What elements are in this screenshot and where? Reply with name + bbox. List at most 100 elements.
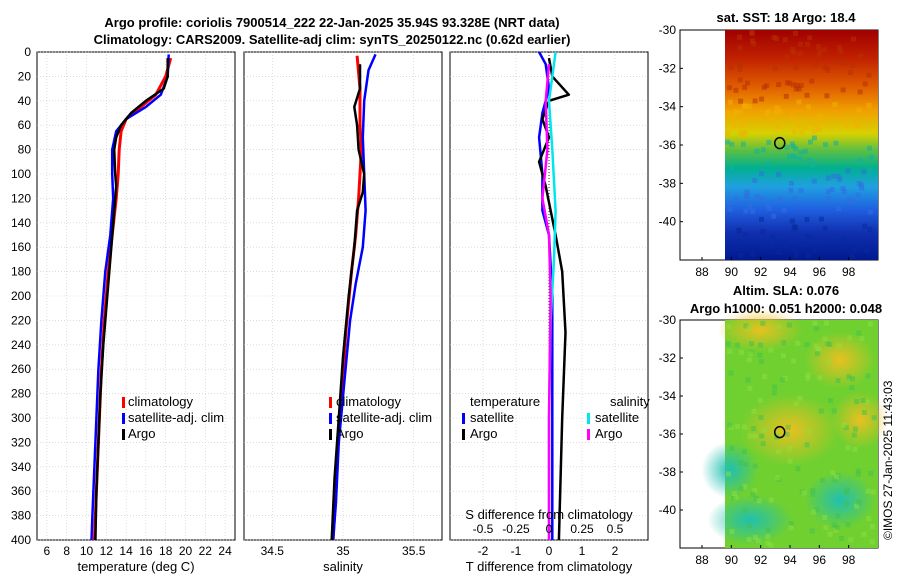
texture-pixel [857,157,863,163]
texture-pixel [750,209,756,215]
texture-pixel [776,82,782,88]
texture-pixel [768,542,774,548]
lon-tick-label: 96 [813,265,827,279]
texture-pixel [775,123,781,129]
lon-tick-label: 90 [725,265,739,279]
lon-tick-label: 94 [783,265,797,279]
texture-pixel [729,445,735,451]
sla-blob [740,394,840,466]
texture-pixel [772,384,778,390]
texture-pixel [806,104,811,110]
texture-pixel [752,488,758,494]
texture-pixel [729,165,735,171]
texture-pixel [865,488,871,494]
texture-pixel [752,178,758,183]
texture-pixel [847,335,853,341]
texture-pixel [761,427,767,433]
texture-pixel [816,127,822,133]
lon-tick-label: 94 [783,553,797,567]
texture-pixel [818,408,824,414]
texture-pixel [827,341,833,347]
texture-pixel [844,500,850,506]
texture-pixel [835,174,841,180]
lat-tick-label: -32 [659,61,677,75]
depth-tick-label: 80 [18,143,32,157]
texture-pixel [759,196,765,202]
series-line-argo [330,64,366,540]
texture-pixel [813,326,819,332]
depth-tick-label: 220 [11,313,31,327]
texture-pixel [756,498,762,504]
texture-pixel [829,187,835,192]
texture-pixel [798,149,804,155]
texture-pixel [833,140,839,146]
legend-label-t-satellite: satellite [470,410,514,425]
texture-pixel [759,433,765,439]
texture-pixel [803,124,809,130]
s-difference-xlabel: S difference from climatology [465,507,633,522]
lon-tick-label: 88 [695,553,709,567]
texture-pixel [861,531,867,537]
texture-pixel [744,192,750,198]
texture-pixel [862,223,868,229]
texture-pixel [741,103,747,109]
texture-pixel [821,118,827,124]
temperature-legend: climatology satellite-adj. clim Argo [122,394,224,441]
texture-pixel [768,347,774,353]
difference-panel: -2 -1 0 1 2 -0.5 -0.25 0 0.25 0.5 S difference f… [449,51,650,574]
salinity-xlabel: salinity [323,559,363,574]
legend-swatch-satellite [122,413,125,424]
texture-pixel [815,116,821,122]
legend-label-climatology: climatology [336,394,402,409]
texture-pixel [784,144,790,150]
texture-pixel [811,509,817,515]
texture-pixel [745,377,751,383]
x-tick-label: 14 [119,544,133,558]
texture-pixel [803,242,809,248]
texture-pixel [817,375,823,381]
depth-tick-label: 300 [11,411,31,425]
texture-pixel [775,449,781,455]
texture-pixel [856,330,862,336]
texture-pixel [764,245,770,251]
texture-pixel [760,228,766,234]
lat-tick-label: -34 [659,100,677,114]
texture-pixel [771,390,777,396]
lon-tick-label: 92 [754,553,768,567]
lon-tick-label: 96 [813,553,827,567]
lat-tick-label: -30 [659,23,677,37]
texture-pixel [773,36,779,42]
texture-pixel [787,458,793,464]
texture-pixel [860,398,866,403]
texture-pixel [841,189,847,195]
texture-pixel [862,81,868,87]
texture-pixel [804,233,810,239]
legend-label-climatology: climatology [128,394,194,409]
texture-pixel [795,123,801,129]
texture-pixel [854,503,860,509]
s-tick-label: -0.25 [502,522,530,536]
texture-pixel [737,62,743,68]
texture-pixel [772,110,778,116]
texture-pixel [805,428,811,434]
texture-pixel [781,242,787,248]
texture-pixel [820,478,825,483]
texture-pixel [738,460,744,466]
texture-pixel [793,146,799,152]
salinity-panel: 34.5 35 35.5 salinity climatology satellit… [243,51,443,574]
texture-pixel [737,45,743,51]
depth-tick-label: 360 [11,484,31,498]
texture-pixel [787,80,793,86]
texture-pixel [776,171,782,177]
texture-pixel [836,343,842,349]
texture-pixel [740,141,746,147]
texture-pixel [780,377,786,383]
texture-pixel [798,188,804,194]
texture-pixel [835,378,841,384]
texture-pixel [757,352,763,358]
lon-tick-label: 98 [842,553,856,567]
texture-pixel [805,375,811,381]
texture-pixel [758,359,764,365]
temperature-tick-labels: 6 8 10 12 14 16 18 20 22 24 [44,544,233,558]
texture-pixel [726,111,731,116]
